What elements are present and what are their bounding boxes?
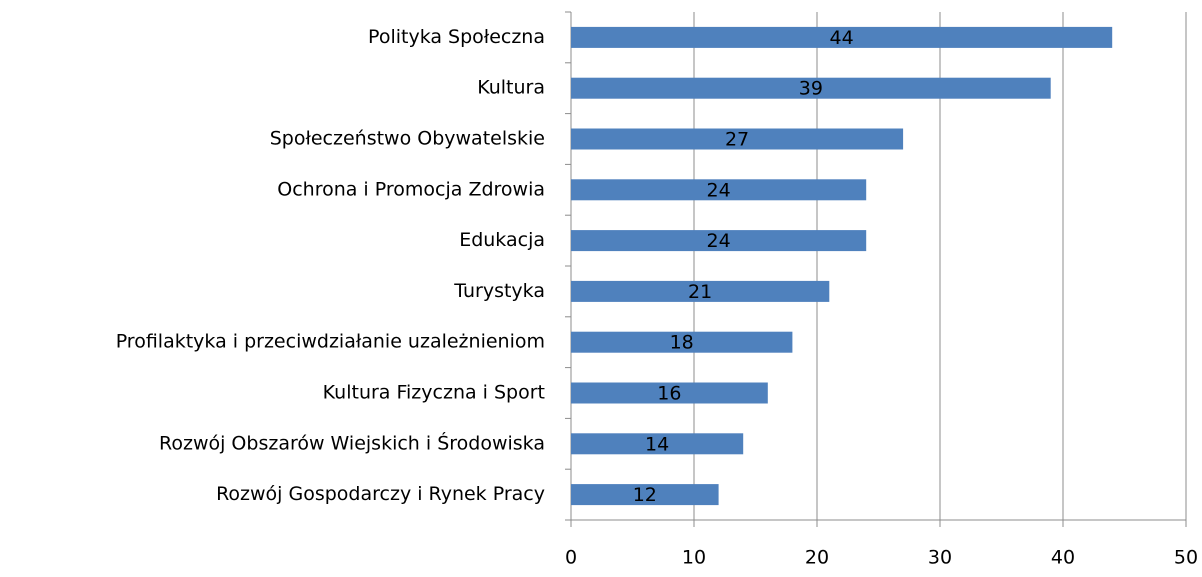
x-tick-label: 10 <box>682 547 706 569</box>
bar <box>571 484 719 506</box>
data-label: 14 <box>645 433 669 455</box>
bar <box>571 331 793 353</box>
bar <box>571 280 830 302</box>
data-label: 12 <box>633 484 657 506</box>
x-tick-label: 40 <box>1051 547 1075 569</box>
y-tick-label: Kultura <box>477 77 545 99</box>
x-tick-label: 20 <box>805 547 829 569</box>
y-tick-label: Profilaktyka i przeciwdziałanie uzależni… <box>116 331 545 353</box>
bar <box>571 26 1113 48</box>
x-tick-label: 0 <box>565 547 577 569</box>
bar <box>571 128 904 150</box>
bar <box>571 230 867 252</box>
y-tick-label: Polityka Społeczna <box>368 26 545 48</box>
y-tick-label: Społeczeństwo Obywatelskie <box>270 128 545 150</box>
data-label: 24 <box>707 230 731 252</box>
y-tick-label: Kultura Fizyczna i Sport <box>323 382 545 404</box>
bar <box>571 382 768 404</box>
x-tick-label: 50 <box>1174 547 1198 569</box>
x-tick-label: 30 <box>928 547 952 569</box>
data-label: 27 <box>725 129 749 151</box>
y-tick-label: Turystyka <box>453 280 545 302</box>
data-label: 21 <box>688 281 712 303</box>
y-tick-label: Ochrona i Promocja Zdrowia <box>277 178 545 200</box>
data-label: 39 <box>799 78 823 100</box>
data-label: 44 <box>830 27 854 49</box>
y-tick-label: Edukacja <box>459 229 545 251</box>
y-tick-label: Rozwój Gospodarczy i Rynek Pracy <box>216 483 545 505</box>
data-label: 24 <box>707 179 731 201</box>
bar <box>571 179 867 201</box>
bar <box>571 433 744 455</box>
data-label: 18 <box>670 332 694 354</box>
data-label: 16 <box>657 383 681 405</box>
y-tick-label: Rozwój Obszarów Wiejskich i Środowiska <box>159 430 545 454</box>
bar <box>571 77 1051 99</box>
